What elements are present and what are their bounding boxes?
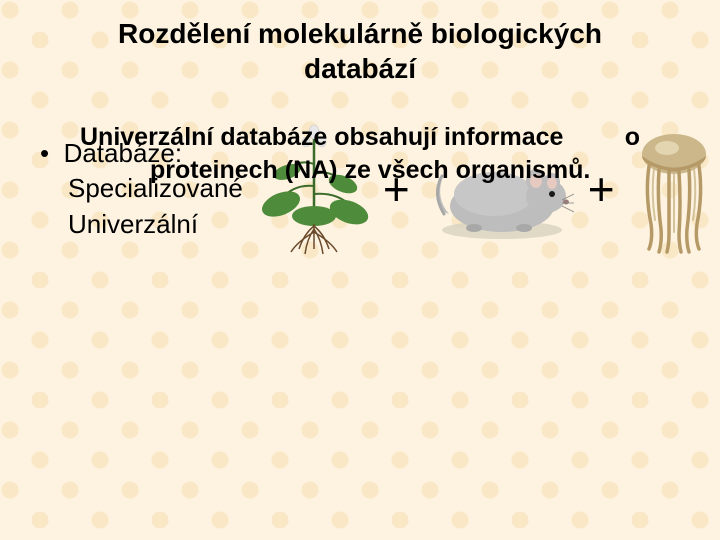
- slide: Rozdělení molekulárně biologických datab…: [0, 0, 720, 540]
- bullet-marker: •: [40, 138, 49, 168]
- bottom-line1-left: Univerzální databáze obsahují informace: [80, 121, 563, 154]
- bottom-line2: proteinech (NA) ze všech organismů.: [80, 154, 640, 187]
- bottom-text: Univerzální databáze obsahují informace …: [80, 121, 640, 186]
- slide-content: Rozdělení molekulárně biologických datab…: [40, 16, 680, 264]
- bottom-line1: Univerzální databáze obsahují informace …: [80, 121, 640, 154]
- bottom-line1-right: o: [625, 121, 640, 154]
- title-line2: databází: [304, 53, 416, 84]
- title-line1: Rozdělení molekulárně biologických: [118, 18, 602, 49]
- jellyfish-icon: [629, 124, 719, 254]
- bullet-item-2: Univerzální: [40, 207, 243, 242]
- slide-title: Rozdělení molekulárně biologických datab…: [40, 16, 680, 86]
